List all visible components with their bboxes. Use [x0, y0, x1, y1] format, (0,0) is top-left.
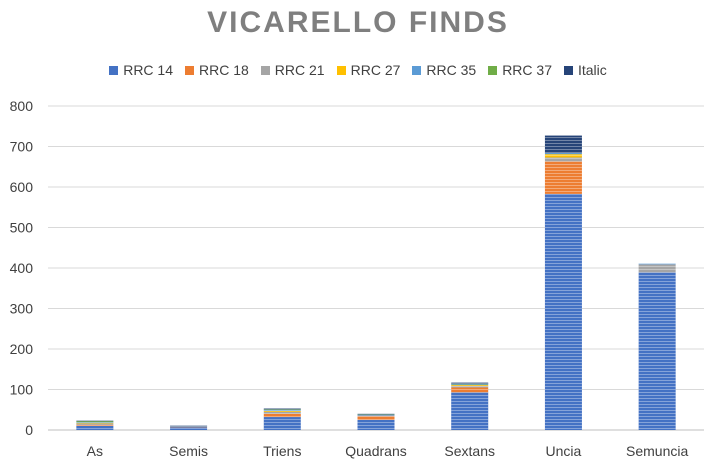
- legend-swatch: [185, 65, 194, 75]
- x-tick-label-triens: Triens: [263, 443, 301, 459]
- bar-segment-texture: [357, 414, 395, 415]
- y-tick-label: 100: [10, 382, 34, 398]
- x-tick-label-sextans: Sextans: [444, 443, 495, 459]
- legend-item-italic: Italic: [563, 62, 607, 78]
- x-tick-label-semis: Semis: [169, 443, 208, 459]
- bar-segment-texture: [451, 387, 489, 393]
- x-tick-label-as: As: [87, 443, 103, 459]
- bar-segment-texture: [76, 420, 114, 422]
- y-tick-label: 400: [10, 260, 34, 276]
- bar-segment-texture: [451, 383, 489, 385]
- bar-segment-texture: [544, 161, 582, 194]
- bar-segment-texture: [76, 423, 114, 425]
- legend: RRC 14 RRC 18 RRC 21 RRC 27 RRC 35 RRC 37 Ital…: [0, 62, 716, 78]
- legend-item-rrc-27: RRC 27: [336, 62, 401, 78]
- bar-segment-texture: [263, 408, 301, 410]
- bar-segment-texture: [76, 423, 114, 424]
- bar-segment-texture: [357, 416, 395, 420]
- legend-label: RRC 21: [274, 62, 325, 78]
- bar-segment-texture: [544, 135, 582, 153]
- legend-swatch: [260, 65, 270, 75]
- legend-item-rrc-14: RRC 14: [109, 62, 173, 78]
- bar-segment-texture: [263, 409, 301, 411]
- legend-item-rrc-37: RRC 37: [488, 62, 552, 78]
- legend-item-rrc-18: RRC 18: [185, 62, 249, 78]
- legend-item-rrc-35: RRC 35: [412, 62, 476, 78]
- legend-swatch: [563, 65, 573, 75]
- legend-item-rrc-21: RRC 21: [260, 62, 325, 78]
- bar-segment-texture: [263, 413, 301, 418]
- bar-segment-texture: [544, 157, 582, 162]
- legend-label: Italic: [577, 62, 607, 78]
- bar-segment-texture: [357, 414, 395, 416]
- bar-segment-texture: [263, 409, 301, 410]
- bar-segment-texture: [544, 152, 582, 155]
- bar-segment-texture: [170, 427, 208, 430]
- bar-segment-texture: [76, 424, 114, 426]
- bar-segment-texture: [638, 264, 676, 273]
- y-tick-label: 500: [10, 220, 34, 236]
- bar-segment-texture: [76, 422, 114, 424]
- legend-swatch: [488, 65, 498, 75]
- y-tick-label: 200: [10, 341, 34, 357]
- bar-segment-texture: [638, 272, 676, 430]
- legend-swatch: [412, 65, 422, 75]
- legend-label: RRC 18: [199, 62, 249, 78]
- bar-segment-texture: [638, 263, 676, 265]
- legend-swatch: [336, 65, 346, 75]
- bar-segment-texture: [76, 421, 114, 423]
- legend-label: RRC 37: [502, 62, 552, 78]
- bar-segment-texture: [263, 411, 301, 414]
- bar-segment-texture: [357, 413, 395, 415]
- y-tick-label: 800: [10, 98, 34, 114]
- bar-segment-texture: [451, 382, 489, 384]
- bar-segment-texture: [544, 154, 582, 158]
- y-tick-label: 700: [10, 139, 34, 155]
- bar-segment-texture: [76, 425, 114, 430]
- x-tick-label-quadrans: Quadrans: [345, 443, 406, 459]
- bar-segment-texture: [170, 426, 208, 427]
- bar-segment-texture: [170, 425, 208, 427]
- bar-segment-texture: [357, 419, 395, 430]
- bar-segment-texture: [170, 426, 208, 428]
- bar-segment-texture: [451, 385, 489, 388]
- x-tick-label-semuncia: Semuncia: [626, 443, 688, 459]
- legend-label: RRC 27: [350, 62, 401, 78]
- x-tick-label-uncia: Uncia: [546, 443, 582, 459]
- chart-title: VICARELLO FINDS: [207, 6, 509, 39]
- y-tick-label: 300: [10, 301, 34, 317]
- bar-segment-texture: [451, 392, 489, 430]
- bar-segment-texture: [263, 417, 301, 430]
- y-tick-label: 600: [10, 179, 34, 195]
- bar-segment-texture: [451, 384, 489, 386]
- y-tick-label: 0: [25, 422, 33, 438]
- legend-label: RRC 14: [123, 62, 173, 78]
- bar-segment-texture: [544, 193, 582, 430]
- bar-segment-texture: [357, 415, 395, 417]
- bar-segment-texture: [170, 425, 208, 427]
- legend-label: RRC 35: [426, 62, 477, 78]
- bar-segment-texture: [451, 385, 489, 386]
- bar-segment-texture: [263, 410, 301, 412]
- legend-swatch: [109, 65, 119, 75]
